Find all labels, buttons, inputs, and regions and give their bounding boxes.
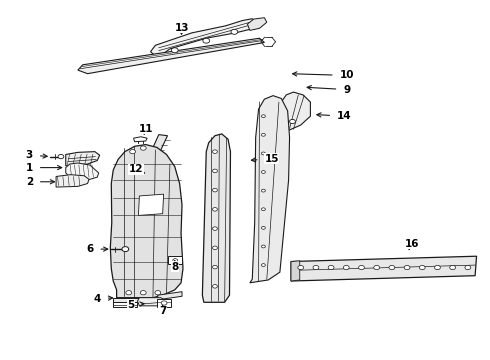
Text: 6: 6 [86, 244, 108, 254]
Circle shape [343, 265, 349, 270]
Circle shape [213, 208, 218, 211]
Polygon shape [138, 135, 168, 180]
Text: 9: 9 [307, 85, 350, 95]
Text: 3: 3 [26, 150, 47, 160]
Circle shape [262, 189, 266, 192]
Circle shape [58, 154, 64, 159]
Circle shape [231, 30, 238, 34]
Circle shape [435, 265, 441, 270]
Polygon shape [247, 18, 267, 31]
Polygon shape [157, 299, 172, 307]
Circle shape [173, 259, 178, 262]
Circle shape [328, 265, 334, 270]
Circle shape [262, 226, 266, 229]
Circle shape [140, 291, 146, 295]
Circle shape [262, 245, 266, 248]
Text: 15: 15 [251, 154, 279, 164]
Text: 12: 12 [129, 165, 145, 174]
Polygon shape [134, 137, 147, 142]
Text: 14: 14 [317, 111, 352, 121]
Circle shape [290, 120, 295, 123]
Circle shape [126, 291, 132, 295]
Circle shape [374, 265, 380, 270]
Polygon shape [169, 256, 182, 264]
Polygon shape [291, 256, 477, 281]
Circle shape [389, 265, 395, 270]
Polygon shape [291, 261, 300, 281]
Polygon shape [158, 292, 182, 300]
Text: 8: 8 [171, 261, 178, 272]
Circle shape [213, 227, 218, 230]
Circle shape [140, 146, 146, 150]
Text: 5: 5 [127, 300, 144, 310]
Polygon shape [150, 19, 257, 56]
Circle shape [262, 134, 266, 136]
Circle shape [122, 247, 129, 252]
Polygon shape [202, 134, 230, 302]
Circle shape [213, 169, 218, 173]
Circle shape [130, 149, 136, 154]
Circle shape [203, 38, 210, 43]
Circle shape [450, 265, 456, 270]
Polygon shape [66, 163, 98, 180]
Circle shape [419, 265, 425, 270]
Circle shape [213, 246, 218, 249]
Text: 13: 13 [175, 23, 189, 34]
Polygon shape [110, 145, 183, 298]
Polygon shape [66, 152, 99, 166]
Circle shape [298, 265, 304, 270]
Polygon shape [280, 92, 310, 130]
Circle shape [359, 265, 365, 270]
Text: 10: 10 [293, 71, 354, 80]
Circle shape [262, 115, 266, 118]
Circle shape [213, 265, 218, 269]
Polygon shape [113, 298, 153, 302]
Circle shape [404, 265, 410, 270]
Circle shape [161, 301, 167, 305]
Text: 4: 4 [94, 294, 113, 304]
Circle shape [262, 152, 266, 155]
Polygon shape [250, 96, 290, 283]
Text: 7: 7 [159, 306, 166, 316]
Text: 16: 16 [405, 239, 419, 249]
Polygon shape [113, 302, 138, 307]
Circle shape [262, 208, 266, 211]
Text: 1: 1 [26, 163, 62, 172]
Circle shape [213, 150, 218, 153]
Polygon shape [56, 175, 89, 187]
Polygon shape [138, 298, 165, 306]
Circle shape [172, 48, 178, 53]
Circle shape [313, 265, 319, 270]
Text: 11: 11 [139, 123, 153, 134]
Circle shape [262, 264, 266, 266]
Text: 2: 2 [26, 177, 54, 187]
Circle shape [155, 291, 161, 295]
Circle shape [465, 265, 471, 270]
Circle shape [213, 188, 218, 192]
Circle shape [262, 171, 266, 174]
Polygon shape [138, 194, 164, 215]
Polygon shape [78, 38, 265, 74]
Circle shape [213, 284, 218, 288]
